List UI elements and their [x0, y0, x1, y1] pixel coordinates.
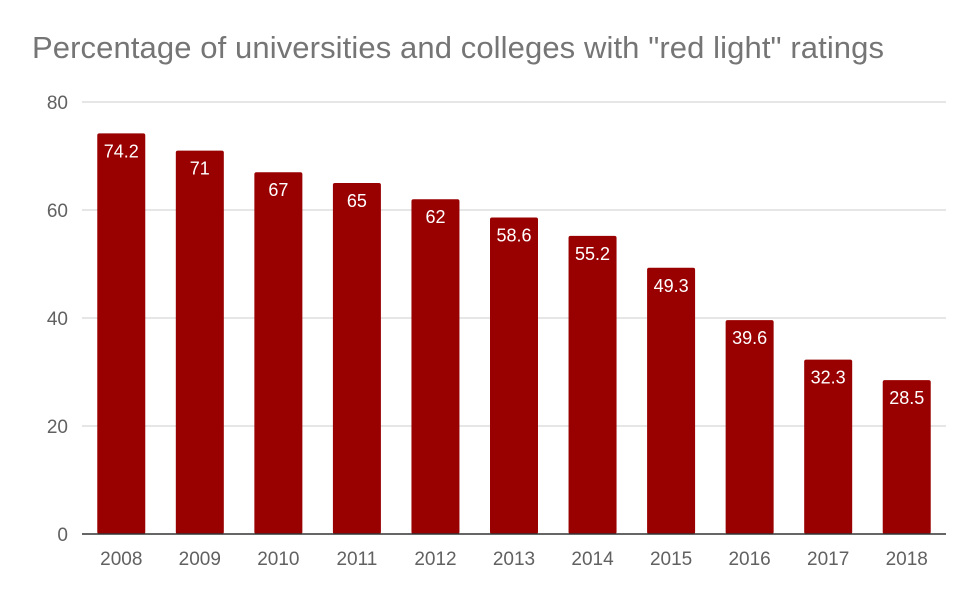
x-tick-label: 2016	[728, 549, 770, 570]
x-tick-label: 2017	[807, 549, 849, 570]
bar-2009	[175, 150, 224, 534]
data-label: 32.3	[811, 368, 846, 388]
bar-2018	[882, 380, 931, 534]
y-tick-label: 40	[47, 309, 68, 330]
x-tick-label: 2010	[257, 549, 299, 570]
data-label: 28.5	[889, 388, 924, 408]
data-label: 62	[425, 207, 445, 227]
y-tick-label: 0	[57, 525, 68, 546]
data-label: 55.2	[575, 244, 610, 264]
data-label: 71	[190, 159, 210, 179]
x-axis-ticks: 2008 2009 2010 2011 2012 2013 2014 2015 2016 2017…	[100, 549, 928, 570]
x-tick-label: 2012	[414, 549, 456, 570]
bar-2017	[804, 359, 853, 534]
x-tick-label: 2011	[336, 549, 377, 570]
bar-2011	[332, 183, 381, 534]
x-tick-label: 2009	[179, 549, 221, 570]
bar-2014	[568, 235, 617, 535]
y-tick-label: 20	[47, 417, 68, 438]
x-tick-label: 2008	[100, 549, 142, 570]
y-tick-label: 60	[47, 201, 68, 222]
data-label: 39.6	[732, 328, 767, 348]
bar-2016	[725, 320, 774, 534]
data-label: 49.3	[654, 276, 689, 296]
bar-2013	[490, 217, 538, 534]
bar-2010	[254, 172, 303, 534]
y-axis-ticks: 0 20 40 60 80	[47, 93, 68, 546]
bar-2015	[647, 267, 696, 534]
data-label: 58.6	[496, 226, 531, 246]
x-tick-label: 2014	[571, 549, 614, 570]
x-tick-label: 2015	[650, 549, 692, 570]
data-label: 74.2	[104, 141, 139, 161]
y-tick-label: 80	[47, 93, 68, 114]
bars: 74.2 71 67 65 62 58.6 55.2 49.3 39.6 32.3 28.5	[97, 133, 931, 535]
bar-2012	[411, 199, 460, 534]
x-tick-label: 2018	[886, 549, 928, 570]
data-label: 65	[347, 191, 367, 211]
data-label: 67	[268, 180, 288, 200]
x-tick-label: 2013	[493, 549, 535, 570]
bar-2008	[97, 133, 146, 534]
chart-title: Percentage of universities and colleges …	[32, 30, 885, 65]
